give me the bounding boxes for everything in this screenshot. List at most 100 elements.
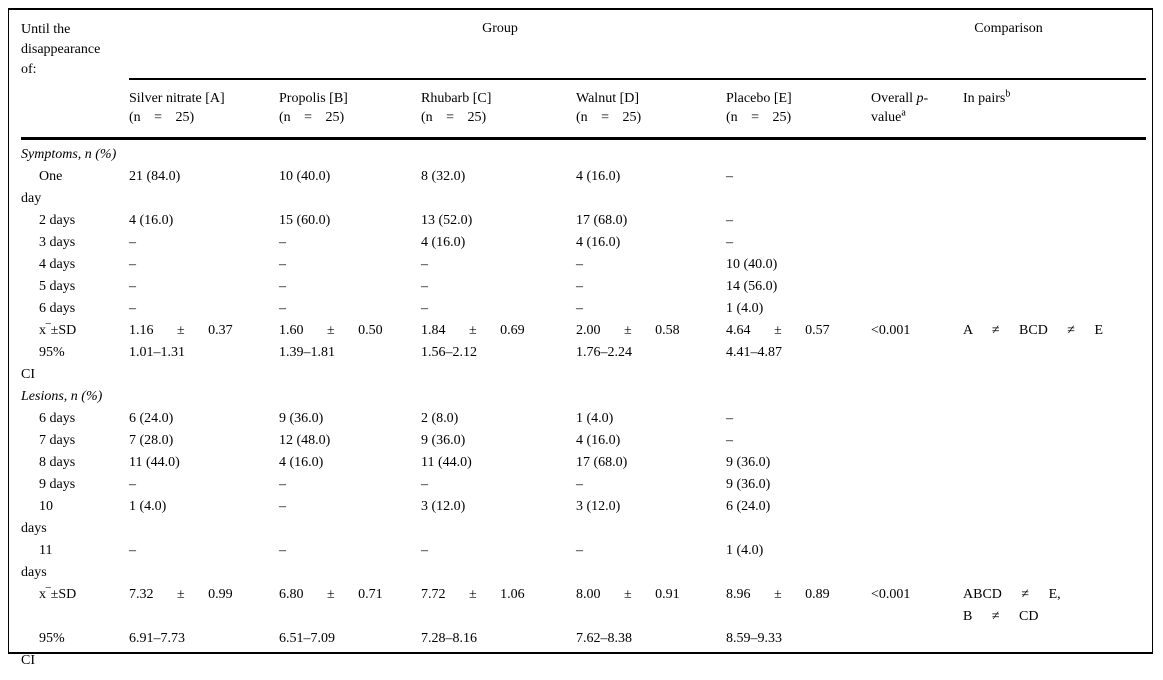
row-95-ci-symptoms: 95% CI 1.01–1.31 1.39–1.81 1.56–2.12 1.7…: [21, 342, 1146, 386]
row-mean-sd-lesions: x‾±SD 7.32 ± 0.99 6.80 ± 0.71 7.72 ± 1.0…: [21, 584, 1146, 628]
value-cell: 9 (36.0): [279, 411, 324, 426]
col-name: Walnut [D]: [576, 91, 640, 106]
value-cell: 1.60 ± 0.50: [279, 323, 383, 338]
value-cell: 7 (28.0): [129, 433, 174, 448]
value-cell: 4.41–4.87: [726, 345, 782, 360]
value-cell: –: [279, 279, 286, 294]
value-cell: 1.56–2.12: [421, 345, 477, 360]
value-cell: 21 (84.0): [129, 169, 181, 184]
pairs-cell: [963, 540, 1146, 584]
value-cell: –: [726, 411, 733, 426]
row-11-days: 11 days – – – – 1 (4.0): [21, 540, 1146, 584]
value-cell: 2 (8.0): [421, 411, 459, 426]
value-cell: –: [421, 257, 428, 272]
pairs-cell: [963, 408, 1146, 430]
pairs-cell: [963, 232, 1146, 254]
table-header-row-1: Until the disappearance of: Group Compar…: [21, 10, 1146, 80]
p-value-cell: [871, 496, 963, 540]
row-9-days: 9 days – – – – 9 (36.0): [21, 474, 1146, 496]
value-cell: –: [129, 477, 136, 492]
value-cell: –: [129, 301, 136, 316]
col-n: (n = 25): [279, 110, 345, 125]
p-value-cell: [871, 408, 963, 430]
col-header-silver-nitrate: Silver nitrate [A] (n = 25): [129, 80, 279, 137]
pairs-cell: [963, 166, 1146, 210]
value-cell: 8 (32.0): [421, 169, 466, 184]
pairs-cell: [963, 496, 1146, 540]
section-label: Symptoms, n (%): [21, 147, 117, 162]
col-name: Placebo [E]: [726, 91, 792, 106]
row-2-days: 2 days 4 (16.0) 15 (60.0) 13 (52.0) 17 (…: [21, 210, 1146, 232]
p-value-cell: [871, 254, 963, 276]
p-value-cell: [871, 298, 963, 320]
value-cell: 4 (16.0): [421, 235, 466, 250]
col-n: (n = 25): [726, 110, 792, 125]
col-header-in-pairs: In pairsb: [963, 80, 1146, 137]
row-label: 8 days: [39, 455, 76, 470]
col-header-walnut: Walnut [D] (n = 25): [576, 80, 726, 137]
value-cell: 11 (44.0): [129, 455, 180, 470]
p-value-cell: [871, 540, 963, 584]
p-value-cell: [871, 166, 963, 210]
value-cell: 10 (40.0): [726, 257, 778, 272]
value-cell: –: [726, 433, 733, 448]
row-3-days: 3 days – – 4 (16.0) 4 (16.0) –: [21, 232, 1146, 254]
value-cell: 4 (16.0): [576, 433, 621, 448]
row-5-days: 5 days – – – – 14 (56.0): [21, 276, 1146, 298]
row-label: 3 days: [39, 235, 76, 250]
pairs-cell: [963, 342, 1146, 386]
value-cell: –: [576, 279, 583, 294]
footnote-marker-a: a: [901, 107, 906, 119]
pairs-cell: ABCD ≠ E, B ≠ CD: [963, 587, 1061, 624]
pairs-cell: [963, 254, 1146, 276]
value-cell: –: [726, 169, 733, 184]
value-cell: 14 (56.0): [726, 279, 778, 294]
value-cell: 2.00 ± 0.58: [576, 323, 680, 338]
pairs-cell: [963, 276, 1146, 298]
value-cell: 11 (44.0): [421, 455, 472, 470]
row-label: 7 days: [39, 433, 76, 448]
value-cell: 6.91–7.73: [129, 631, 185, 646]
value-cell: 4 (16.0): [576, 235, 621, 250]
value-cell: –: [421, 477, 428, 492]
row-8-days: 8 days 11 (44.0) 4 (16.0) 11 (44.0) 17 (…: [21, 452, 1146, 474]
p-header-rest: value: [871, 110, 902, 125]
value-cell: –: [576, 257, 583, 272]
value-cell: 4.64 ± 0.57: [726, 323, 830, 338]
value-cell: 8.00 ± 0.91: [576, 587, 680, 602]
value-cell: –: [129, 235, 136, 250]
value-cell: 4 (16.0): [576, 169, 621, 184]
pairs-cell: [963, 474, 1146, 496]
value-cell: 7.28–8.16: [421, 631, 477, 646]
corner-header: Until the disappearance of:: [21, 22, 101, 77]
value-cell: 1 (4.0): [129, 499, 167, 514]
value-cell: 1.39–1.81: [279, 345, 335, 360]
value-cell: –: [279, 235, 286, 250]
value-cell: 17 (68.0): [576, 213, 628, 228]
value-cell: –: [421, 279, 428, 294]
p-value-cell: [871, 430, 963, 452]
p-value-cell: <0.001: [871, 323, 911, 338]
value-cell: 3 (12.0): [421, 499, 466, 514]
pairs-cell: A ≠ BCD ≠ E: [963, 323, 1104, 338]
row-label: x‾±SD: [39, 587, 77, 602]
value-cell: 9 (36.0): [421, 433, 466, 448]
p-value-cell: [871, 232, 963, 254]
table-header-row-2: Silver nitrate [A] (n = 25) Propolis [B]…: [21, 80, 1146, 140]
value-cell: 10 (40.0): [279, 169, 331, 184]
row-6-days-lesions: 6 days 6 (24.0) 9 (36.0) 2 (8.0) 1 (4.0)…: [21, 408, 1146, 430]
value-cell: –: [576, 301, 583, 316]
row-label: 95% CI: [21, 631, 65, 668]
pairs-cell: [963, 210, 1146, 232]
value-cell: 1 (4.0): [726, 543, 764, 558]
col-header-overall-p-value: Overall p- valuea: [871, 80, 963, 137]
row-label: 6 days: [39, 411, 76, 426]
pairs-cell: [963, 430, 1146, 452]
row-label: x‾±SD: [39, 323, 77, 338]
value-cell: 7.72 ± 1.06: [421, 587, 525, 602]
row-label: 5 days: [39, 279, 76, 294]
row-label: 11 days: [21, 543, 53, 580]
value-cell: 7.32 ± 0.99: [129, 587, 233, 602]
value-cell: 4 (16.0): [129, 213, 174, 228]
p-header-text: Overall: [871, 91, 917, 106]
